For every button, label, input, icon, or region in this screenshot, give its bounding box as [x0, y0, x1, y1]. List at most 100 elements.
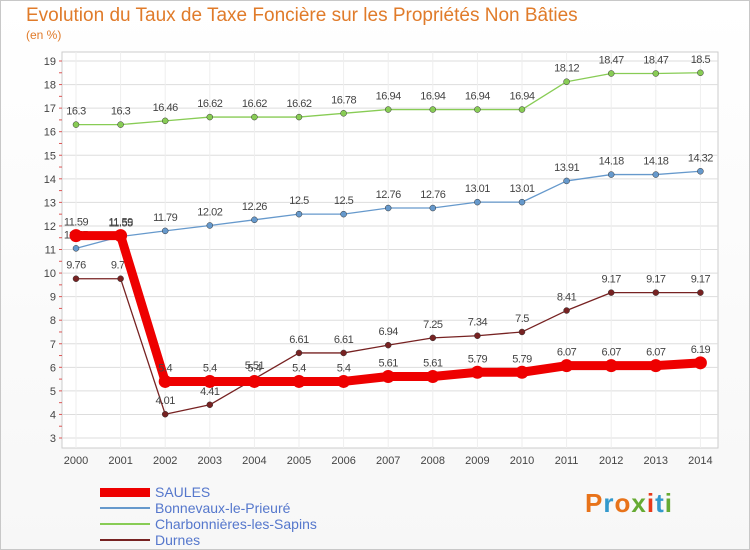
x-tick-label: 2003	[198, 455, 222, 467]
data-point	[515, 365, 529, 379]
data-label: 16.94	[420, 91, 445, 103]
legend-swatch	[100, 487, 150, 497]
y-tick-label: 17	[44, 103, 56, 115]
data-point	[206, 113, 214, 121]
data-label: 5.4	[203, 362, 217, 374]
data-point	[340, 110, 347, 117]
data-label: 8.41	[557, 292, 577, 304]
data-label: 9.17	[691, 274, 711, 286]
data-point	[697, 289, 704, 296]
data-point	[429, 204, 437, 212]
x-tick-label: 2010	[510, 455, 534, 467]
data-label: 18.47	[643, 54, 668, 66]
x-tick-label: 2008	[421, 455, 445, 467]
data-label: 16.94	[465, 91, 490, 103]
data-point	[470, 365, 484, 379]
y-tick-label: 18	[44, 80, 56, 92]
data-point	[206, 401, 214, 409]
data-point	[381, 370, 395, 384]
data-label: 5.61	[378, 358, 398, 370]
data-point	[295, 113, 303, 121]
data-point	[563, 177, 570, 185]
data-point	[203, 374, 217, 388]
proxiti-logo: Proxiti	[585, 488, 673, 519]
data-point	[72, 245, 80, 252]
data-label: 5.79	[468, 353, 488, 365]
data-point	[518, 328, 526, 336]
data-point	[161, 227, 169, 235]
data-label: 16.3	[66, 106, 86, 118]
data-label: 4.01	[155, 395, 175, 407]
data-label: 6.07	[646, 347, 666, 359]
data-point	[607, 70, 615, 77]
data-point	[384, 106, 392, 113]
data-label: 16.62	[286, 98, 311, 110]
y-tick-label: 8	[50, 315, 56, 327]
data-label: 5.51	[245, 360, 265, 372]
data-point	[474, 198, 481, 206]
data-label: 12.76	[420, 189, 445, 201]
data-point	[518, 198, 526, 206]
data-label: 5.4	[158, 362, 172, 374]
data-point	[474, 106, 481, 113]
x-tick-label: 2013	[644, 455, 668, 467]
data-point	[697, 69, 704, 77]
data-point	[607, 289, 615, 296]
data-label: 6.94	[378, 326, 398, 338]
data-point	[652, 70, 660, 77]
data-point	[206, 222, 214, 229]
data-point	[563, 78, 570, 85]
data-point	[295, 210, 303, 218]
data-label: 7.34	[468, 317, 488, 329]
data-point	[607, 171, 615, 178]
legend-item: SAULES	[100, 484, 317, 500]
x-tick-label: 2004	[242, 455, 266, 467]
data-point	[474, 332, 481, 339]
x-tick-label: 2002	[153, 455, 177, 467]
y-tick-label: 16	[44, 127, 56, 139]
data-label: 11.79	[153, 212, 178, 224]
legend-swatch	[100, 539, 150, 541]
data-label: 14.18	[599, 156, 624, 168]
data-point	[560, 359, 574, 373]
data-point	[117, 275, 124, 282]
data-point	[117, 121, 124, 128]
data-label: 12.5	[289, 195, 309, 207]
data-point	[652, 289, 660, 296]
data-label: 16.78	[331, 94, 356, 106]
data-point	[693, 356, 707, 370]
data-label: 6.07	[557, 347, 577, 359]
legend: SAULES Bonnevaux-le-Prieuré Charbonnières-…	[100, 484, 317, 548]
logo-letter: o	[614, 488, 632, 518]
legend-item: Durnes	[100, 532, 317, 548]
data-label: 16.94	[509, 91, 534, 103]
logo-letter: i	[646, 488, 656, 518]
data-point	[518, 106, 526, 113]
data-label: 11.55	[108, 218, 133, 230]
logo-letter: x	[631, 488, 647, 518]
data-label: 6.61	[289, 334, 309, 346]
data-point	[161, 410, 169, 418]
y-tick-label: 15	[44, 150, 56, 162]
data-label: 13.91	[554, 162, 579, 174]
data-label: 9.76	[66, 260, 86, 272]
y-tick-label: 6	[50, 362, 56, 374]
data-label: 5.79	[512, 353, 532, 365]
unit-label: (en %)	[26, 28, 62, 42]
data-label: 7.5	[515, 313, 529, 325]
data-point	[563, 307, 570, 314]
y-tick-label: 10	[44, 268, 56, 280]
legend-label: Durnes	[155, 532, 201, 548]
data-label: 12.02	[197, 206, 222, 218]
data-label: 11.59	[64, 217, 89, 229]
data-point	[340, 349, 347, 357]
data-label: 5.61	[423, 358, 443, 370]
data-point	[251, 113, 258, 121]
data-point	[251, 216, 258, 224]
data-point	[161, 117, 169, 125]
data-label: 16.46	[153, 102, 178, 114]
logo-letter: t	[655, 488, 665, 518]
x-tick-label: 2005	[287, 455, 311, 467]
y-tick-label: 9	[50, 292, 56, 304]
